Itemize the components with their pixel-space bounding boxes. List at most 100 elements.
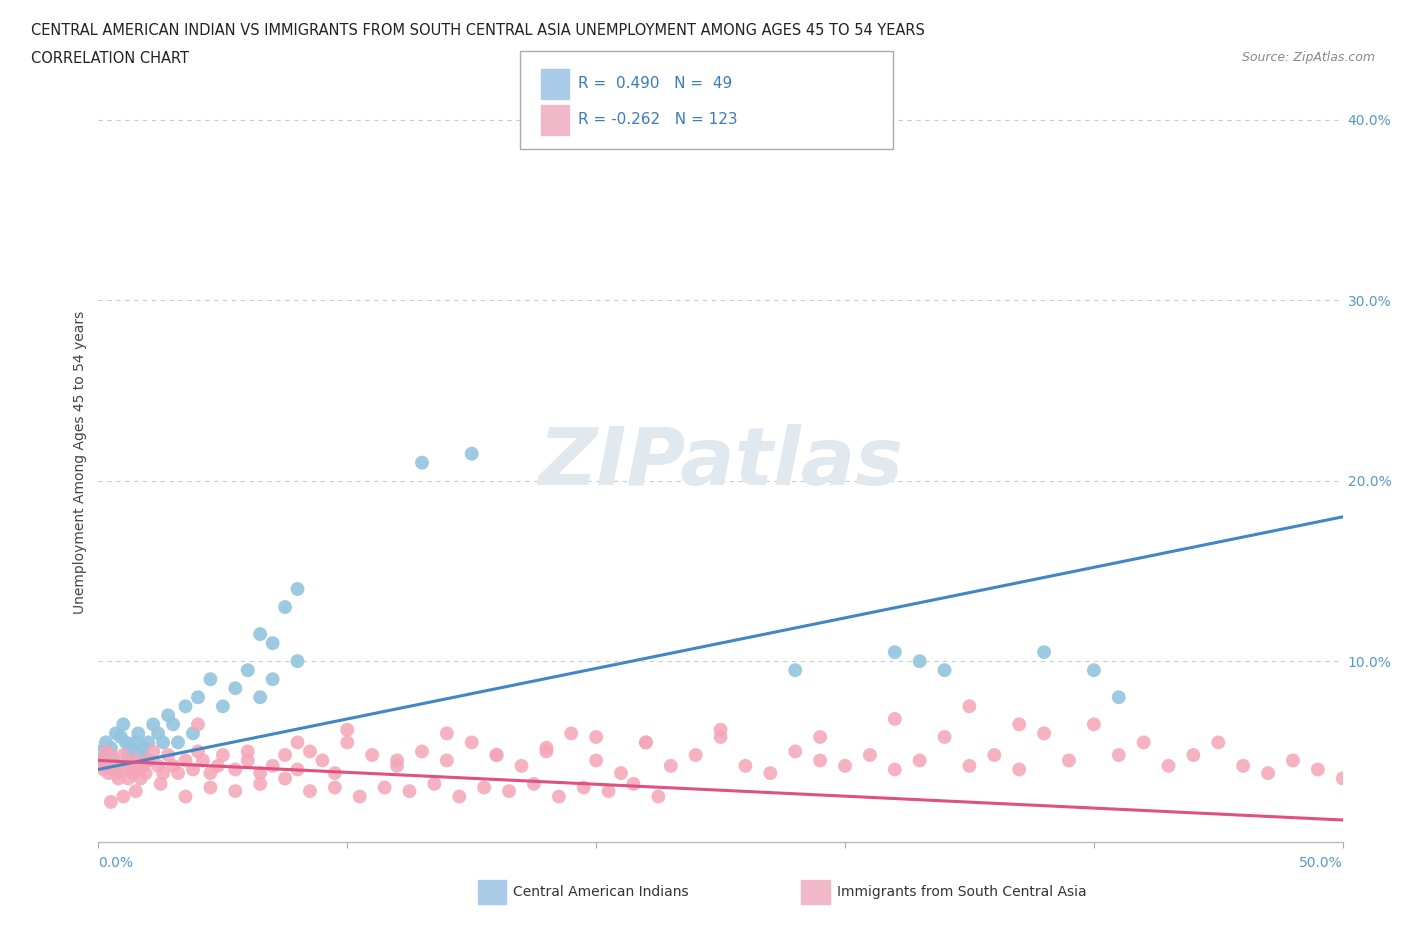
Point bbox=[287, 735, 309, 750]
Point bbox=[423, 777, 446, 791]
Point bbox=[547, 789, 569, 804]
Y-axis label: Unemployment Among Ages 45 to 54 years: Unemployment Among Ages 45 to 54 years bbox=[73, 311, 87, 615]
Point bbox=[112, 748, 135, 763]
Point bbox=[107, 771, 129, 786]
Point bbox=[187, 717, 209, 732]
Point bbox=[323, 780, 346, 795]
Point bbox=[585, 753, 607, 768]
Point bbox=[112, 789, 135, 804]
Point bbox=[1083, 717, 1105, 732]
Point bbox=[523, 777, 546, 791]
Point bbox=[510, 759, 533, 774]
Point bbox=[110, 729, 132, 744]
Point bbox=[114, 735, 136, 750]
Point bbox=[385, 759, 408, 774]
Point bbox=[398, 784, 420, 799]
Point bbox=[262, 759, 284, 774]
Point bbox=[859, 748, 882, 763]
Point bbox=[436, 726, 458, 741]
Point bbox=[560, 726, 582, 741]
Point bbox=[1182, 748, 1205, 763]
Point bbox=[224, 784, 246, 799]
Point bbox=[436, 753, 458, 768]
Point bbox=[759, 765, 782, 780]
Point bbox=[934, 663, 956, 678]
Point bbox=[132, 740, 155, 755]
Point bbox=[1008, 717, 1031, 732]
Point bbox=[236, 663, 259, 678]
Point bbox=[157, 708, 180, 723]
Point bbox=[181, 726, 204, 741]
Point bbox=[135, 753, 157, 768]
Point bbox=[152, 735, 174, 750]
Point bbox=[93, 753, 115, 768]
Text: CENTRAL AMERICAN INDIAN VS IMMIGRANTS FROM SOUTH CENTRAL ASIA UNEMPLOYMENT AMONG: CENTRAL AMERICAN INDIAN VS IMMIGRANTS FR… bbox=[31, 23, 925, 38]
Text: Source: ZipAtlas.com: Source: ZipAtlas.com bbox=[1241, 51, 1375, 64]
Point bbox=[127, 726, 149, 741]
Point bbox=[472, 780, 495, 795]
Point bbox=[167, 765, 190, 780]
Point bbox=[572, 780, 595, 795]
Point bbox=[249, 690, 271, 705]
Point bbox=[1132, 735, 1154, 750]
Point bbox=[411, 744, 433, 759]
Point bbox=[117, 771, 139, 786]
Point bbox=[136, 735, 159, 750]
Point bbox=[104, 726, 127, 741]
Point bbox=[104, 765, 127, 780]
Point bbox=[127, 762, 149, 777]
Point bbox=[1083, 663, 1105, 678]
Point bbox=[97, 765, 120, 780]
Point bbox=[808, 753, 831, 768]
Point bbox=[107, 759, 129, 774]
Point bbox=[883, 644, 905, 659]
Point bbox=[249, 777, 271, 791]
Point bbox=[90, 744, 112, 759]
Point bbox=[659, 759, 682, 774]
Point bbox=[785, 744, 807, 759]
Point bbox=[174, 698, 197, 713]
Point bbox=[120, 740, 142, 755]
Point bbox=[146, 759, 169, 774]
Point bbox=[112, 717, 135, 732]
Point bbox=[125, 753, 148, 768]
Point bbox=[536, 740, 558, 755]
Point bbox=[167, 735, 190, 750]
Point bbox=[207, 759, 229, 774]
Point bbox=[361, 748, 384, 763]
Point bbox=[959, 698, 981, 713]
Point bbox=[110, 759, 132, 774]
Point bbox=[734, 759, 756, 774]
Point bbox=[191, 753, 214, 768]
Point bbox=[200, 765, 222, 780]
Point bbox=[685, 748, 707, 763]
Point bbox=[132, 759, 155, 774]
Point bbox=[90, 753, 112, 768]
Point bbox=[142, 717, 165, 732]
Point bbox=[323, 765, 346, 780]
Text: R = -0.262   N = 123: R = -0.262 N = 123 bbox=[578, 113, 738, 127]
Point bbox=[1057, 753, 1080, 768]
Point bbox=[262, 636, 284, 651]
Point bbox=[485, 748, 508, 763]
Point bbox=[536, 744, 558, 759]
Point bbox=[623, 777, 645, 791]
Point bbox=[374, 780, 396, 795]
Point bbox=[93, 762, 115, 777]
Text: CORRELATION CHART: CORRELATION CHART bbox=[31, 51, 188, 66]
Point bbox=[634, 735, 657, 750]
Point bbox=[460, 446, 484, 461]
Point bbox=[785, 663, 807, 678]
Point bbox=[1008, 762, 1031, 777]
Point bbox=[211, 698, 233, 713]
Point bbox=[103, 759, 125, 774]
Point bbox=[94, 744, 117, 759]
Point bbox=[498, 784, 520, 799]
Point bbox=[125, 784, 148, 799]
Point bbox=[1306, 762, 1329, 777]
Point bbox=[152, 765, 174, 780]
Point bbox=[100, 740, 122, 755]
Point bbox=[710, 723, 733, 737]
Point bbox=[1232, 759, 1254, 774]
Point bbox=[236, 753, 259, 768]
